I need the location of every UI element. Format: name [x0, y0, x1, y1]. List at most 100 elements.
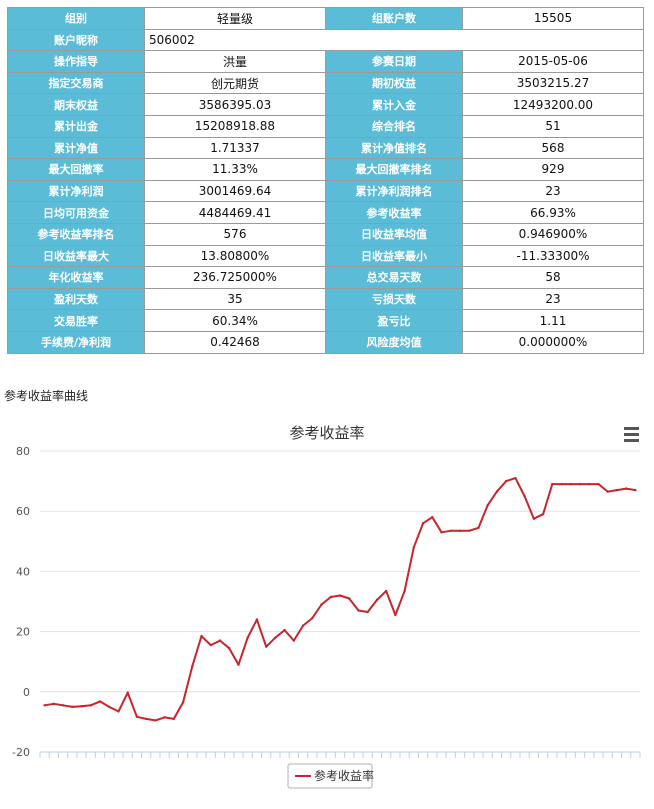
- data-point[interactable]: [80, 705, 83, 708]
- field-value: 13.80800%: [144, 244, 326, 268]
- data-point[interactable]: [172, 717, 176, 721]
- legend-item[interactable]: 参考收益率: [314, 768, 374, 783]
- data-point[interactable]: [52, 702, 56, 706]
- data-point[interactable]: [504, 479, 508, 483]
- section-title: 参考收益率曲线: [4, 389, 89, 403]
- field-label: 参考收益率: [325, 201, 463, 224]
- data-point[interactable]: [366, 610, 369, 614]
- data-point[interactable]: [615, 488, 619, 492]
- field-label: 综合排名: [325, 114, 463, 138]
- field-label: 累计净值排名: [325, 136, 463, 160]
- field-value: 58: [462, 266, 644, 289]
- field-label: 盈亏比: [325, 309, 463, 332]
- data-point[interactable]: [384, 589, 388, 593]
- field-label: 操作指导: [7, 50, 145, 73]
- data-point[interactable]: [348, 597, 351, 600]
- data-point[interactable]: [468, 529, 471, 532]
- data-point[interactable]: [421, 522, 425, 525]
- y-tick-label: -20: [12, 746, 30, 759]
- field-label: 日收益率最小: [325, 244, 463, 268]
- data-point[interactable]: [144, 717, 148, 721]
- data-point[interactable]: [449, 529, 452, 532]
- data-point[interactable]: [43, 704, 46, 707]
- table-row: 日收益率最大 13.80800% 日收益率最小 -11.33300%: [7, 244, 644, 268]
- data-point[interactable]: [292, 639, 296, 642]
- field-value: 3503215.27: [462, 71, 644, 95]
- data-point[interactable]: [228, 646, 231, 650]
- data-point[interactable]: [311, 616, 314, 620]
- data-point[interactable]: [154, 719, 157, 722]
- data-point[interactable]: [624, 487, 628, 490]
- data-point[interactable]: [320, 603, 323, 606]
- data-point[interactable]: [246, 636, 249, 639]
- data-point[interactable]: [514, 476, 517, 480]
- field-value: 轻量级: [144, 7, 326, 30]
- data-point[interactable]: [209, 643, 212, 647]
- data-point[interactable]: [523, 494, 526, 498]
- data-point[interactable]: [274, 636, 277, 639]
- data-point[interactable]: [264, 645, 268, 648]
- data-point[interactable]: [569, 482, 572, 486]
- field-label: 期初权益: [325, 71, 463, 95]
- data-point[interactable]: [301, 624, 305, 627]
- field-value: 0.946900%: [462, 222, 644, 246]
- field-label: 手续费/净利润: [7, 330, 145, 354]
- data-point[interactable]: [98, 700, 102, 703]
- data-point[interactable]: [606, 490, 609, 493]
- data-point[interactable]: [532, 517, 536, 520]
- data-point[interactable]: [560, 482, 563, 486]
- data-point[interactable]: [108, 705, 111, 709]
- data-point[interactable]: [440, 531, 443, 534]
- data-point[interactable]: [551, 482, 554, 486]
- table-row: 交易胜率 60.34% 盈亏比 1.11: [7, 309, 644, 332]
- field-label: 交易胜率: [7, 309, 145, 332]
- data-point[interactable]: [181, 701, 185, 704]
- table-row: 最大回撤率 11.33% 最大回撤率排名 929: [7, 158, 644, 181]
- data-point[interactable]: [126, 691, 129, 694]
- data-point[interactable]: [218, 639, 222, 642]
- field-label: 日均可用资金: [7, 201, 145, 224]
- data-point[interactable]: [394, 613, 397, 617]
- data-point[interactable]: [458, 529, 462, 532]
- data-point[interactable]: [578, 482, 582, 486]
- table-row: 参考收益率排名 576 日收益率均值 0.946900%: [7, 222, 644, 246]
- data-point[interactable]: [135, 715, 139, 718]
- data-point[interactable]: [541, 513, 545, 516]
- data-point[interactable]: [61, 704, 65, 707]
- chart-background: [0, 408, 654, 805]
- y-tick-label: 60: [16, 505, 30, 518]
- field-value: 929: [462, 158, 644, 181]
- field-label: 累计净值: [7, 136, 145, 160]
- data-point[interactable]: [200, 634, 203, 638]
- data-point[interactable]: [634, 488, 637, 492]
- data-point[interactable]: [338, 594, 342, 597]
- field-value: 15208918.88: [144, 114, 326, 138]
- field-value: 15505: [462, 7, 644, 30]
- data-point[interactable]: [486, 503, 489, 507]
- menu-icon[interactable]: [624, 427, 639, 442]
- data-point[interactable]: [89, 704, 92, 707]
- data-point[interactable]: [357, 609, 360, 612]
- data-point[interactable]: [412, 546, 416, 549]
- data-point[interactable]: [255, 618, 259, 621]
- data-point[interactable]: [329, 595, 332, 599]
- data-point[interactable]: [283, 628, 286, 632]
- data-point[interactable]: [597, 482, 600, 486]
- data-point[interactable]: [403, 589, 406, 593]
- data-point[interactable]: [71, 705, 74, 709]
- data-point[interactable]: [163, 716, 166, 719]
- data-point[interactable]: [237, 663, 240, 666]
- data-point[interactable]: [588, 482, 591, 486]
- data-point[interactable]: [191, 665, 194, 668]
- field-value: 创元期货: [144, 71, 326, 95]
- field-value: 23: [462, 179, 644, 203]
- data-point[interactable]: [477, 526, 480, 529]
- chart-title: 参考收益率: [289, 424, 364, 442]
- data-point[interactable]: [375, 598, 379, 602]
- data-point[interactable]: [495, 490, 499, 493]
- y-tick-label: 80: [16, 445, 30, 458]
- data-point[interactable]: [117, 710, 120, 713]
- field-label: 指定交易商: [7, 71, 145, 95]
- table-row: 账户昵称 506002: [7, 28, 644, 52]
- data-point[interactable]: [431, 516, 434, 519]
